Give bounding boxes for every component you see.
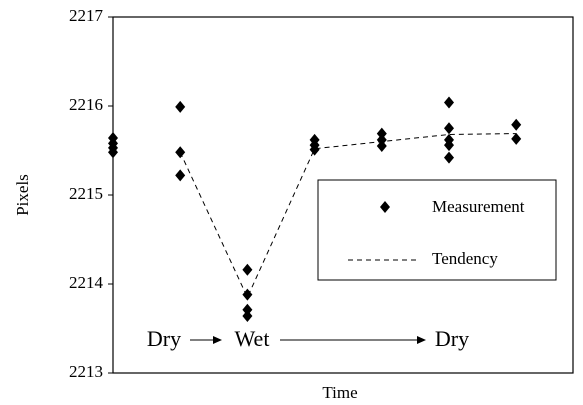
- marker: [444, 122, 454, 135]
- y-tick-label: 2217: [69, 6, 104, 25]
- marker: [444, 139, 454, 152]
- legend-marker: [380, 201, 390, 213]
- y-tick-label: 2215: [69, 184, 103, 203]
- marker: [444, 96, 454, 109]
- y-tick-label: 2214: [69, 273, 104, 292]
- marker: [242, 288, 253, 301]
- marker: [376, 133, 387, 146]
- marker: [108, 146, 118, 159]
- y-tick-label: 2213: [69, 362, 103, 381]
- marker: [175, 169, 186, 182]
- marker: [376, 127, 387, 140]
- legend-label: Measurement: [432, 197, 525, 216]
- marker: [309, 143, 320, 156]
- y-tick-label: 2216: [69, 95, 103, 114]
- marker: [242, 310, 253, 323]
- annotation: Dry: [147, 326, 181, 351]
- x-axis-label: Time: [322, 383, 357, 402]
- marker: [511, 132, 522, 145]
- tendency-line: [179, 133, 517, 299]
- marker: [242, 263, 253, 276]
- marker: [511, 118, 522, 131]
- legend-box: [317, 179, 557, 281]
- marker: [175, 146, 186, 159]
- marker: [444, 151, 454, 164]
- marker: [242, 303, 253, 316]
- arrow-head: [213, 336, 222, 344]
- y-axis-label: Pixels: [13, 174, 32, 216]
- arrow-head: [417, 336, 426, 344]
- marker: [376, 140, 387, 153]
- legend-label: Tendency: [432, 249, 498, 268]
- annotation: Dry: [435, 326, 469, 351]
- annotation: Wet: [235, 326, 270, 351]
- marker: [175, 100, 186, 113]
